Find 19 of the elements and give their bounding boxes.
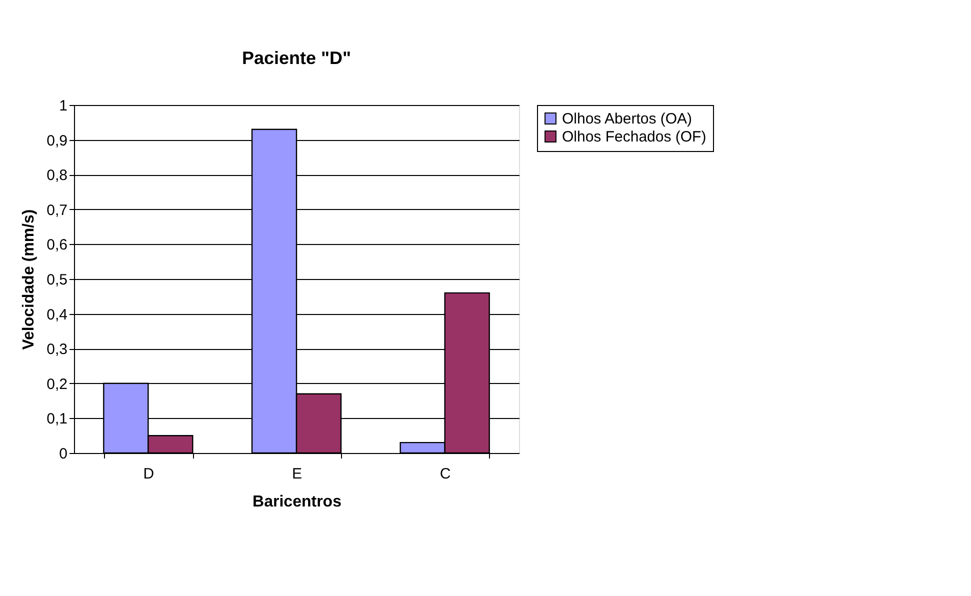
x-tick-label: D (143, 466, 154, 482)
y-tick-label: 0,6 (46, 236, 68, 254)
x-tick-label: C (440, 466, 451, 482)
y-axis-title: Velocidade (mm/s) (20, 209, 38, 350)
chart-title: Paciente "D" (242, 48, 352, 68)
y-tick-label: 0,2 (46, 376, 68, 393)
y-tick-label: 0 (59, 446, 68, 462)
x-tick-label: E (292, 466, 302, 482)
legend-label: Olhos Abertos (OA) (562, 110, 692, 128)
y-tick-label: 0,9 (46, 132, 68, 150)
y-tick-label: 0,3 (46, 341, 68, 358)
y-tick-label: 0,7 (46, 202, 68, 219)
y-tick-label: 0,8 (46, 167, 68, 184)
y-tick-label: 0,5 (46, 272, 68, 288)
y-tick-label: 0,4 (46, 306, 68, 324)
y-tick-label: 1 (59, 98, 68, 114)
legend-label: Olhos Fechados (OF) (562, 128, 706, 146)
y-tick-label: 0,1 (46, 410, 68, 428)
x-axis-title: Baricentros (252, 494, 342, 510)
